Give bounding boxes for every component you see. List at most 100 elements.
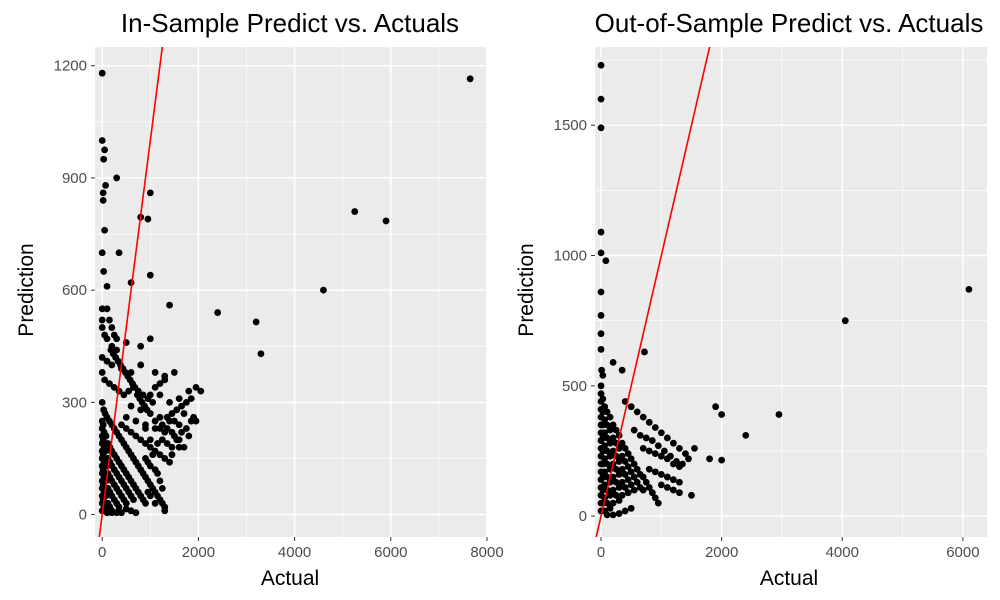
- data-point: [113, 335, 121, 343]
- data-point: [603, 499, 611, 507]
- data-point: [137, 436, 145, 444]
- data-point: [612, 491, 620, 499]
- data-point: [98, 398, 106, 406]
- data-point: [252, 318, 260, 326]
- data-point: [609, 473, 617, 481]
- data-point: [618, 478, 626, 486]
- data-point: [106, 316, 113, 324]
- data-point: [98, 249, 106, 257]
- data-point: [130, 496, 137, 503]
- data-point: [718, 456, 726, 464]
- data-point: [146, 436, 154, 444]
- data-point: [173, 406, 181, 414]
- data-point: [151, 499, 159, 507]
- data-point: [642, 434, 650, 442]
- data-point: [657, 471, 665, 478]
- data-point: [676, 478, 683, 486]
- data-point: [103, 357, 111, 365]
- data-point: [615, 471, 623, 478]
- data-point: [654, 442, 662, 450]
- data-point: [645, 418, 653, 426]
- data-point: [98, 137, 106, 144]
- data-point: [101, 376, 109, 384]
- chart-title: Out-of-Sample Predict vs. Actuals: [595, 8, 984, 38]
- data-point: [597, 382, 605, 390]
- data-point: [612, 465, 620, 473]
- data-point: [137, 342, 145, 350]
- data-point: [641, 348, 648, 356]
- data-point: [180, 410, 188, 417]
- data-point: [627, 504, 635, 512]
- data-point: [197, 387, 205, 395]
- data-point: [137, 361, 145, 369]
- data-point: [144, 215, 152, 223]
- data-point: [841, 317, 849, 325]
- data-point: [657, 429, 665, 437]
- data-point: [598, 366, 606, 374]
- data-point: [597, 249, 605, 257]
- data-point: [654, 499, 662, 507]
- data-point: [676, 444, 683, 452]
- data-point: [706, 455, 713, 463]
- data-point: [103, 282, 111, 290]
- data-point: [146, 189, 154, 197]
- data-point: [127, 402, 135, 410]
- data-point: [351, 208, 359, 215]
- data-point: [609, 434, 617, 442]
- data-point: [597, 228, 605, 236]
- data-point: [146, 443, 154, 451]
- data-point: [122, 425, 130, 432]
- data-point: [618, 491, 626, 499]
- data-point: [645, 465, 653, 473]
- data-point: [115, 503, 123, 511]
- x-axis-title: Actual: [261, 567, 319, 590]
- data-point: [609, 447, 617, 455]
- data-point: [151, 466, 159, 474]
- data-point: [192, 417, 200, 425]
- data-point: [151, 383, 159, 391]
- data-point: [648, 489, 656, 497]
- data-point: [168, 410, 176, 417]
- data-point: [627, 455, 635, 463]
- chart-panel-out-of-sample: Out-of-Sample Predict vs. Actuals Actual…: [515, 8, 987, 590]
- data-point: [636, 431, 644, 439]
- data-point: [144, 458, 152, 466]
- y-tick-label: 1000: [554, 248, 587, 265]
- data-point: [175, 421, 183, 429]
- data-point: [670, 476, 677, 484]
- data-point: [599, 372, 607, 379]
- data-point: [132, 417, 140, 425]
- x-tick-label: 6000: [374, 544, 407, 561]
- y-axis-title: Prediction: [515, 243, 538, 336]
- data-point: [161, 507, 169, 515]
- data-point: [102, 181, 109, 189]
- data-point: [597, 330, 605, 338]
- data-point: [185, 387, 193, 395]
- data-point: [597, 61, 605, 69]
- data-point: [146, 391, 154, 399]
- y-tick-label: 500: [562, 378, 587, 395]
- y-tick-label: 900: [62, 170, 87, 187]
- chart-title: In-Sample Predict vs. Actuals: [121, 8, 459, 38]
- data-point: [615, 497, 623, 504]
- data-point: [606, 426, 614, 434]
- data-point: [742, 431, 750, 439]
- x-axis-title: Actual: [760, 567, 818, 590]
- data-point: [125, 387, 133, 395]
- data-point: [663, 455, 671, 463]
- data-point: [624, 489, 632, 497]
- data-point: [601, 442, 609, 450]
- data-point: [639, 473, 647, 481]
- data-point: [676, 463, 683, 471]
- data-point: [168, 451, 176, 459]
- data-point: [657, 481, 665, 489]
- data-point: [609, 421, 617, 429]
- data-point: [101, 226, 109, 234]
- data-point: [103, 305, 111, 313]
- data-point: [103, 509, 111, 517]
- data-point: [621, 484, 629, 491]
- data-point: [639, 486, 647, 494]
- data-point: [102, 432, 110, 440]
- data-point: [645, 484, 653, 491]
